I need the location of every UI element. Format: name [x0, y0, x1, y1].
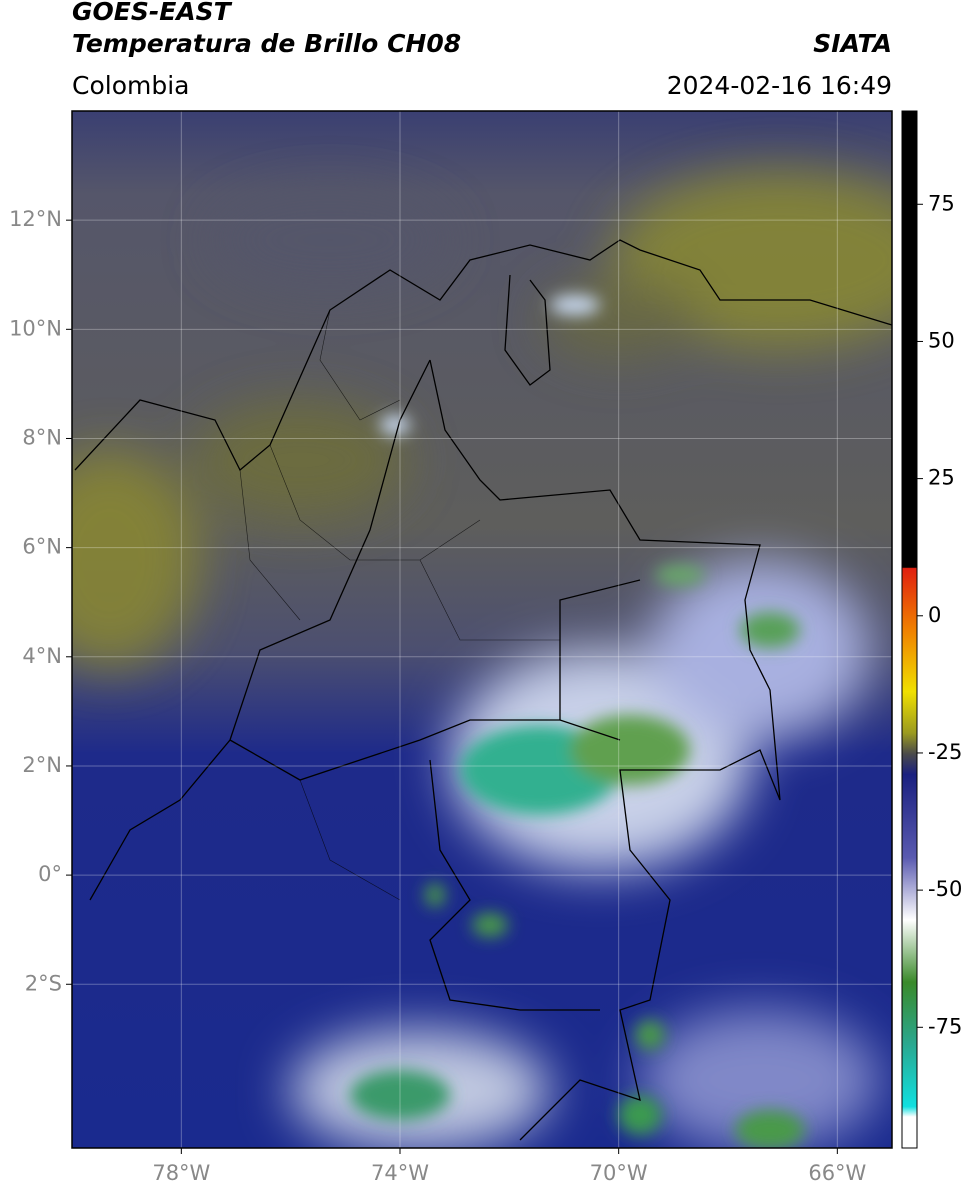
y-tick-label: 6°N: [22, 535, 62, 559]
agency: SIATA: [813, 29, 892, 58]
datetime: 2024-02-16 16:49: [667, 71, 892, 100]
y-tick-label: 2°N: [22, 753, 62, 777]
colorbar-tick-label: 75: [928, 191, 955, 215]
colorbar-tick-label: -75: [928, 1014, 962, 1038]
x-tick-label: 74°W: [371, 1161, 429, 1185]
y-tick-label: 4°N: [22, 644, 62, 668]
grid: [72, 111, 892, 1148]
y-tick-label: 12°N: [9, 207, 62, 231]
colorbar-tick-label: 50: [928, 328, 955, 352]
y-tick-label: 0°: [38, 862, 62, 886]
satellite-image: [72, 111, 892, 1148]
map-frame: [71, 110, 893, 1149]
y-tick-label: 10°N: [9, 316, 62, 340]
colorbar-tick-label: -50: [928, 877, 962, 901]
region: Colombia: [72, 71, 189, 100]
source: GOES-EAST: [72, 0, 233, 26]
x-tick-label: 66°W: [808, 1161, 866, 1185]
colorbar-tick-label: 25: [928, 466, 955, 490]
y-tick-label: 8°N: [22, 425, 62, 449]
x-tick-label: 78°W: [152, 1161, 210, 1185]
colorbar-tick-label: 0: [928, 603, 941, 627]
colorbar: [901, 110, 918, 1149]
product: Temperatura de Brillo CH08: [72, 29, 461, 58]
y-tick-label: 2°S: [25, 971, 62, 995]
colorbar-tick-label: -25: [928, 740, 962, 764]
x-tick-label: 70°W: [590, 1161, 648, 1185]
